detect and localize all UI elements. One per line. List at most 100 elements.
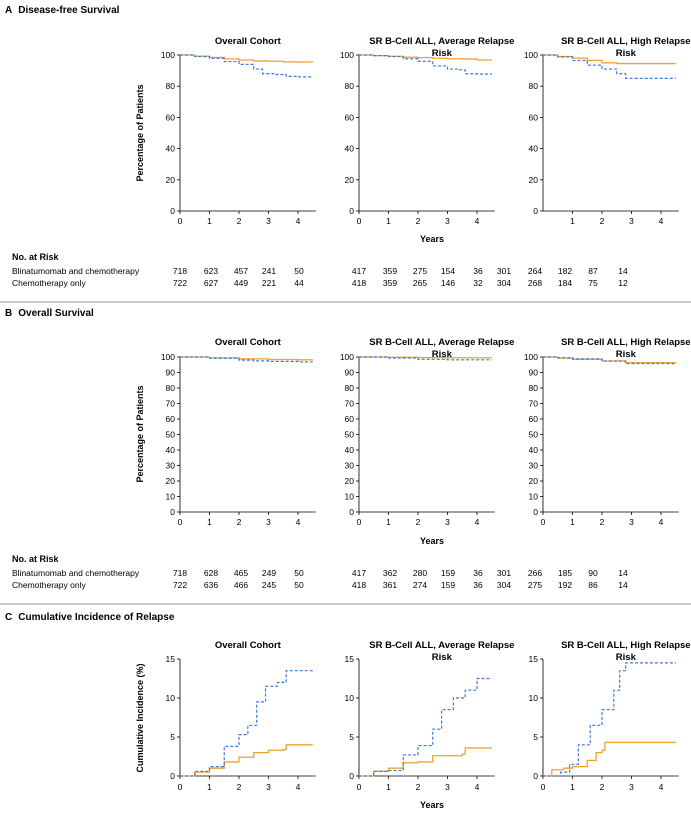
y-tick-label: 100 <box>161 50 175 60</box>
chart-title: Risk <box>616 48 637 59</box>
risk-count-blinatumomab: 14 <box>618 568 628 578</box>
x-tick-label: 4 <box>296 517 301 527</box>
risk-count-blinatumomab: 417 <box>352 266 366 276</box>
y-tick-label: 20 <box>345 476 355 486</box>
x-tick-label: 0 <box>357 517 362 527</box>
chart-title: Overall Cohort <box>215 640 282 651</box>
x-axis-label: Years <box>420 800 444 810</box>
risk-count-chemotherapy: 184 <box>558 278 572 288</box>
risk-count-chemotherapy: 275 <box>528 580 542 590</box>
y-tick-label: 80 <box>529 383 539 393</box>
x-tick-label: 3 <box>445 517 450 527</box>
y-tick-label: 70 <box>345 399 355 409</box>
series-chemotherapy-line <box>359 54 492 75</box>
series-chemotherapy-line <box>180 669 314 777</box>
risk-count-blinatumomab: 50 <box>294 266 304 276</box>
series-chemotherapy-line <box>359 677 492 777</box>
risk-count-chemotherapy: 268 <box>528 278 542 288</box>
risk-count-chemotherapy: 304 <box>497 580 511 590</box>
y-tick-label: 20 <box>166 476 176 486</box>
y-tick-label: 90 <box>345 368 355 378</box>
axes <box>358 55 495 212</box>
axes <box>358 357 495 513</box>
axes <box>179 55 316 212</box>
y-tick-label: 10 <box>529 693 539 703</box>
risk-count-blinatumomab: 417 <box>352 568 366 578</box>
risk-count-blinatumomab: 718 <box>173 266 187 276</box>
y-tick-label: 100 <box>340 352 354 362</box>
risk-count-blinatumomab: 36 <box>473 568 483 578</box>
series-blinatumomab-line <box>543 741 676 777</box>
risk-count-blinatumomab: 241 <box>262 266 276 276</box>
x-tick-label: 2 <box>237 517 242 527</box>
y-tick-label: 40 <box>345 445 355 455</box>
y-tick-label: 0 <box>170 771 175 781</box>
chart-title: Risk <box>432 652 453 663</box>
risk-label-blinatumomab: Blinatumomab and chemotherapy <box>12 266 140 276</box>
risk-count-chemotherapy: 192 <box>558 580 572 590</box>
y-tick-label: 40 <box>345 144 355 154</box>
risk-count-blinatumomab: 185 <box>558 568 572 578</box>
x-tick-label: 1 <box>386 216 391 226</box>
chart-B-1: Overall Cohort 0 10 20 30 40 50 60 70 80 90 100 0 1 2 3… <box>161 337 316 590</box>
y-tick-label: 60 <box>166 414 176 424</box>
x-tick-label: 2 <box>237 782 242 792</box>
x-tick-label: 2 <box>600 517 605 527</box>
risk-count-blinatumomab: 90 <box>588 568 598 578</box>
x-tick-label: 3 <box>266 782 271 792</box>
x-tick-label: 4 <box>659 782 664 792</box>
risk-count-blinatumomab: 301 <box>497 266 511 276</box>
y-tick-label: 90 <box>166 368 176 378</box>
x-tick-label: 1 <box>570 517 575 527</box>
risk-count-blinatumomab: 718 <box>173 568 187 578</box>
risk-count-chemotherapy: 359 <box>383 278 397 288</box>
y-tick-label: 80 <box>345 81 355 91</box>
y-tick-label: 80 <box>529 81 539 91</box>
risk-count-chemotherapy: 627 <box>204 278 218 288</box>
y-tick-label: 60 <box>345 414 355 424</box>
risk-count-chemotherapy: 418 <box>352 580 366 590</box>
y-tick-label: 0 <box>170 206 175 216</box>
y-tick-label: 0 <box>170 507 175 517</box>
x-axis-label: Years <box>420 536 444 546</box>
x-tick-label: 4 <box>475 517 480 527</box>
axes <box>542 659 679 777</box>
x-tick-label: 3 <box>629 782 634 792</box>
chart-title: Overall Cohort <box>215 36 282 47</box>
y-tick-label: 70 <box>529 399 539 409</box>
panel-title-text: Disease-free Survival <box>18 5 119 16</box>
panel-title: C Cumulative Incidence of Relapse <box>5 612 175 623</box>
y-tick-label: 20 <box>345 175 355 185</box>
risk-count-blinatumomab: 280 <box>413 568 427 578</box>
x-tick-label: 3 <box>629 216 634 226</box>
y-tick-label: 30 <box>166 461 176 471</box>
y-tick-label: 0 <box>533 507 538 517</box>
risk-count-chemotherapy: 449 <box>234 278 248 288</box>
axes <box>179 357 316 513</box>
y-tick-label: 10 <box>166 492 176 502</box>
risk-count-chemotherapy: 722 <box>173 580 187 590</box>
y-tick-label: 0 <box>349 507 354 517</box>
axes <box>542 55 679 212</box>
risk-count-chemotherapy: 245 <box>262 580 276 590</box>
chart-C-1: Overall Cohort 0 5 10 15 0 1 2 3 4 <box>166 640 316 792</box>
y-tick-label: 60 <box>166 112 176 122</box>
y-tick-label: 5 <box>533 732 538 742</box>
x-tick-label: 1 <box>386 517 391 527</box>
y-tick-label: 60 <box>529 112 539 122</box>
panel-A: A Disease-free Survival Percentage of Pati… <box>5 5 691 288</box>
y-tick-label: 10 <box>529 492 539 502</box>
series-chemotherapy-line <box>359 356 492 361</box>
risk-count-chemotherapy: 146 <box>441 278 455 288</box>
y-tick-label: 60 <box>345 112 355 122</box>
risk-table-header: No. at Risk <box>12 252 60 262</box>
risk-count-blinatumomab: 457 <box>234 266 248 276</box>
x-tick-label: 2 <box>416 216 421 226</box>
risk-count-chemotherapy: 304 <box>497 278 511 288</box>
risk-count-chemotherapy: 274 <box>413 580 427 590</box>
y-tick-label: 80 <box>345 383 355 393</box>
x-axis-label: Years <box>420 234 444 244</box>
x-tick-label: 0 <box>357 216 362 226</box>
risk-count-chemotherapy: 12 <box>618 278 628 288</box>
